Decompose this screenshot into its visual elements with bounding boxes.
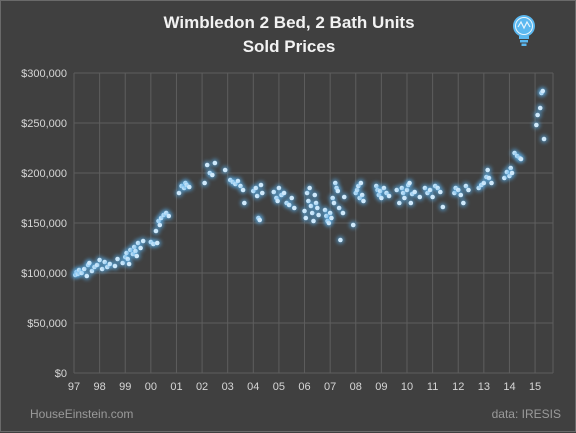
x-tick-label: 05 xyxy=(273,381,285,393)
data-point xyxy=(136,243,145,253)
data-point xyxy=(258,188,267,198)
data-point xyxy=(220,165,230,175)
chart-subtitle: Sold Prices xyxy=(242,37,336,56)
x-tick-label: 14 xyxy=(503,381,515,393)
data-point xyxy=(338,208,348,218)
data-point xyxy=(538,86,547,96)
data-point xyxy=(309,216,318,226)
x-tick-label: 07 xyxy=(324,381,336,393)
y-tick-label: $100,000 xyxy=(21,268,67,280)
data-point xyxy=(359,196,368,206)
data-point xyxy=(202,160,212,170)
data-point xyxy=(459,198,468,208)
y-tick-label: $250,000 xyxy=(21,118,67,130)
data-point xyxy=(349,220,358,230)
data-point xyxy=(406,198,416,208)
data-point xyxy=(384,191,394,201)
data-point xyxy=(164,211,173,221)
lightbulb-icon xyxy=(513,15,535,46)
footer-source-label: data: IRESIS xyxy=(491,407,561,421)
y-axis-tick-labels: $0 $50,000 $100,000 $150,000 $200,000 $250,00… xyxy=(21,68,67,380)
data-point xyxy=(464,185,473,195)
data-point xyxy=(210,158,220,168)
data-point xyxy=(124,259,134,269)
data-point xyxy=(336,235,345,245)
data-point xyxy=(438,202,448,212)
data-point xyxy=(310,190,319,200)
data-point xyxy=(507,168,517,178)
data-point xyxy=(151,226,161,236)
data-point xyxy=(532,120,541,130)
x-tick-label: 99 xyxy=(119,381,131,393)
x-axis-tick-labels: 97 98 99 00 01 02 03 04 05 06 07 08 09 10 11 12 13 14 15 xyxy=(68,381,541,393)
data-point xyxy=(487,178,496,188)
x-tick-label: 04 xyxy=(247,381,259,393)
data-point xyxy=(333,186,343,196)
chart-title: Wimbledon 2 Bed, 2 Bath Units xyxy=(163,13,415,32)
x-tick-label: 12 xyxy=(452,381,464,393)
x-tick-label: 13 xyxy=(478,381,490,393)
data-point xyxy=(290,203,299,213)
data-point xyxy=(110,261,120,271)
data-point xyxy=(405,178,414,188)
data-point xyxy=(327,213,336,223)
data-point xyxy=(400,193,409,203)
gridlines xyxy=(73,72,554,374)
data-point xyxy=(208,170,217,180)
x-tick-label: 02 xyxy=(196,381,208,393)
x-tick-label: 98 xyxy=(93,381,105,393)
data-point xyxy=(155,220,165,230)
y-tick-label: $50,000 xyxy=(27,318,67,330)
data-point xyxy=(539,134,549,144)
data-point xyxy=(132,251,141,261)
x-tick-label: 00 xyxy=(145,381,157,393)
data-point xyxy=(240,198,249,208)
data-point xyxy=(138,236,148,246)
x-tick-label: 09 xyxy=(375,381,387,393)
data-point xyxy=(301,213,311,223)
data-point xyxy=(305,183,314,193)
footer-site-label: HouseEinstein.com xyxy=(30,407,134,421)
x-tick-label: 08 xyxy=(350,381,362,393)
data-point xyxy=(185,182,194,192)
x-tick-label: 15 xyxy=(529,381,541,393)
data-point xyxy=(314,210,323,220)
data-point xyxy=(483,165,492,175)
x-tick-label: 06 xyxy=(298,381,310,393)
data-point xyxy=(436,187,445,197)
data-point xyxy=(255,215,264,225)
data-point xyxy=(415,192,425,202)
data-point xyxy=(287,193,296,203)
data-point xyxy=(340,192,349,202)
data-point xyxy=(238,185,248,195)
data-point xyxy=(535,103,545,113)
data-points xyxy=(71,86,549,281)
y-tick-label: $0 xyxy=(55,368,67,380)
y-tick-label: $300,000 xyxy=(21,68,67,80)
data-point xyxy=(200,178,209,188)
data-point xyxy=(256,180,266,190)
data-point xyxy=(428,192,437,202)
data-point xyxy=(356,178,366,188)
data-point xyxy=(516,154,526,164)
data-point xyxy=(456,190,465,200)
x-tick-label: 11 xyxy=(427,381,438,393)
y-tick-label: $200,000 xyxy=(21,168,67,180)
y-tick-label: $150,000 xyxy=(21,218,67,230)
data-point xyxy=(300,206,309,216)
data-point xyxy=(273,196,282,206)
x-tick-label: 01 xyxy=(170,381,182,393)
data-point xyxy=(533,110,542,120)
x-tick-label: 10 xyxy=(401,381,413,393)
x-tick-label: 97 xyxy=(68,381,80,393)
data-point xyxy=(153,238,162,248)
data-point xyxy=(313,203,322,213)
data-point xyxy=(279,188,289,198)
x-tick-label: 03 xyxy=(222,381,234,393)
